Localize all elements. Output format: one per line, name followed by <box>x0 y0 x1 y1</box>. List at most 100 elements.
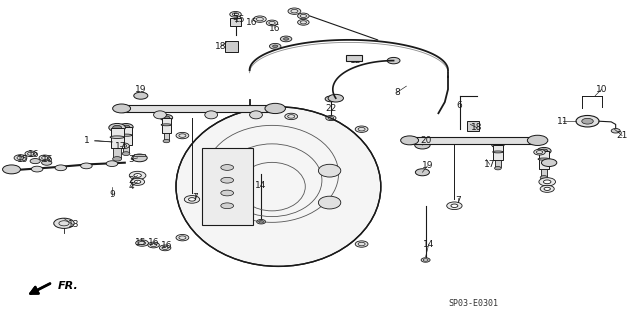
Circle shape <box>253 16 266 22</box>
Circle shape <box>230 11 241 17</box>
Circle shape <box>266 20 278 26</box>
Text: 11: 11 <box>557 117 569 126</box>
Text: 7: 7 <box>193 193 198 202</box>
Circle shape <box>540 185 554 192</box>
Bar <box>493 145 503 160</box>
Circle shape <box>537 147 551 154</box>
Circle shape <box>39 155 51 161</box>
Ellipse shape <box>538 158 550 160</box>
Bar <box>230 18 241 26</box>
Circle shape <box>495 143 501 146</box>
Text: 15: 15 <box>17 155 28 164</box>
Circle shape <box>269 43 281 49</box>
Text: 3: 3 <box>129 155 134 164</box>
Circle shape <box>534 149 545 155</box>
Ellipse shape <box>120 134 132 136</box>
Text: 8: 8 <box>394 88 399 97</box>
Ellipse shape <box>110 136 124 138</box>
Circle shape <box>298 19 309 25</box>
Text: 7: 7 <box>455 197 460 205</box>
Circle shape <box>326 115 336 121</box>
Circle shape <box>55 165 67 171</box>
Text: 16: 16 <box>161 241 172 250</box>
Circle shape <box>176 234 189 241</box>
Bar <box>111 128 124 148</box>
Circle shape <box>451 204 458 207</box>
Circle shape <box>113 104 131 113</box>
Ellipse shape <box>221 177 234 183</box>
Text: 2: 2 <box>129 176 134 185</box>
Text: 15: 15 <box>135 238 147 247</box>
Circle shape <box>355 241 368 247</box>
Bar <box>225 41 238 52</box>
Circle shape <box>31 166 43 172</box>
Text: 14: 14 <box>423 240 435 249</box>
Ellipse shape <box>161 124 172 126</box>
Circle shape <box>14 155 27 161</box>
Circle shape <box>113 157 122 161</box>
Bar <box>467 121 479 131</box>
Circle shape <box>30 159 40 164</box>
Circle shape <box>134 180 141 183</box>
Circle shape <box>184 196 200 203</box>
Circle shape <box>134 174 141 177</box>
Circle shape <box>176 132 189 139</box>
Circle shape <box>582 118 593 124</box>
Circle shape <box>284 38 289 40</box>
Text: 16: 16 <box>246 18 257 27</box>
Text: SP03-E0301: SP03-E0301 <box>449 299 499 308</box>
Text: 15: 15 <box>234 15 246 24</box>
Circle shape <box>265 103 285 114</box>
Ellipse shape <box>319 196 341 209</box>
Text: 10: 10 <box>596 85 607 94</box>
Text: 19: 19 <box>422 161 433 170</box>
Text: 16: 16 <box>148 238 159 247</box>
Bar <box>122 105 275 112</box>
Bar <box>541 169 547 177</box>
Text: 18: 18 <box>215 42 227 51</box>
Circle shape <box>387 57 400 64</box>
Bar <box>120 127 132 145</box>
Text: 18: 18 <box>471 123 483 132</box>
Circle shape <box>543 180 551 184</box>
Circle shape <box>527 135 548 145</box>
Circle shape <box>401 136 419 145</box>
Text: 17: 17 <box>115 142 126 151</box>
Text: FR.: FR. <box>58 280 78 291</box>
Text: 9: 9 <box>109 190 115 199</box>
Bar <box>202 148 253 225</box>
Circle shape <box>25 151 36 157</box>
Ellipse shape <box>176 107 381 266</box>
Circle shape <box>160 115 173 121</box>
Circle shape <box>328 94 344 102</box>
Text: 19: 19 <box>135 85 147 94</box>
Circle shape <box>280 36 292 42</box>
Text: 21: 21 <box>616 131 628 140</box>
Circle shape <box>415 169 429 176</box>
Circle shape <box>541 159 557 167</box>
Bar <box>539 151 550 168</box>
Circle shape <box>122 152 130 155</box>
Ellipse shape <box>205 111 218 119</box>
Circle shape <box>273 45 278 48</box>
Circle shape <box>298 13 309 19</box>
Circle shape <box>492 142 504 148</box>
Circle shape <box>132 154 147 162</box>
Ellipse shape <box>221 203 234 209</box>
Circle shape <box>539 178 556 186</box>
Circle shape <box>189 198 195 201</box>
Bar <box>346 55 362 61</box>
Circle shape <box>421 258 430 262</box>
Text: 1: 1 <box>84 136 89 145</box>
Circle shape <box>129 171 146 180</box>
Bar <box>164 133 170 140</box>
Text: 5: 5 <box>233 13 238 22</box>
Text: 16: 16 <box>269 24 281 33</box>
Circle shape <box>163 139 170 143</box>
Text: 16: 16 <box>28 150 39 159</box>
Circle shape <box>611 129 620 133</box>
Circle shape <box>288 8 301 14</box>
Ellipse shape <box>493 151 503 153</box>
Ellipse shape <box>221 165 234 170</box>
Text: 12: 12 <box>349 56 361 65</box>
